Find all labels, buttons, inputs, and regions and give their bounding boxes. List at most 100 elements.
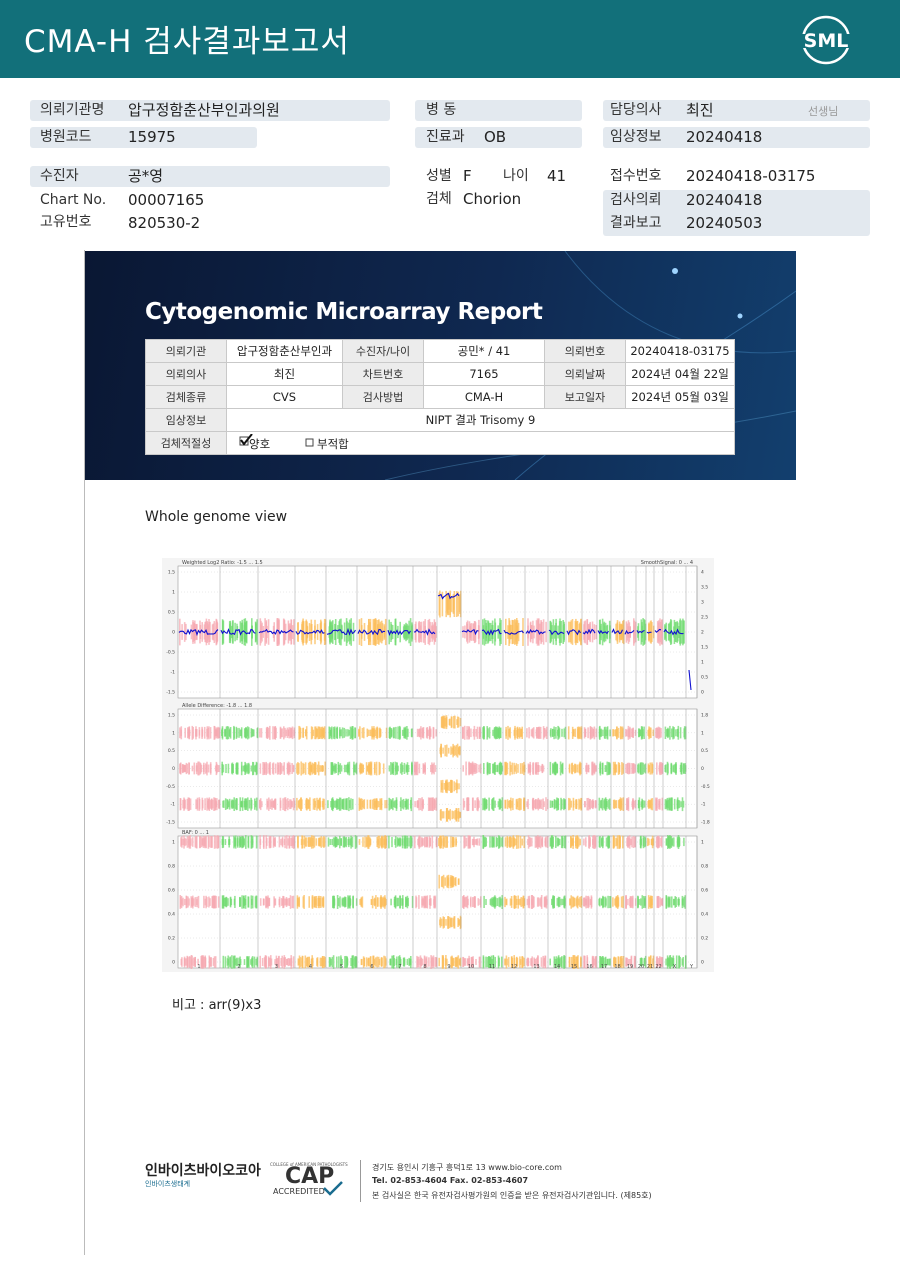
signal-noise: [272, 762, 275, 775]
info-label: 의뢰기관명: [40, 102, 105, 118]
signal-noise: [297, 958, 300, 966]
smooth-signal: [548, 629, 565, 636]
signal-noise: [650, 838, 653, 846]
signal-noise: [270, 955, 272, 969]
signal-noise: [507, 725, 509, 740]
signal-noise: [216, 623, 219, 641]
signal-noise: [351, 727, 354, 738]
signal-noise: [438, 874, 440, 889]
signal-noise: [359, 799, 362, 810]
info-label: 접수번호: [610, 168, 662, 184]
signal-noise: [553, 799, 556, 809]
panel-label: BAF: 0 ... 1: [182, 830, 209, 836]
signal-noise: [371, 799, 374, 809]
signal-noise: [541, 838, 543, 846]
signal-noise: [287, 729, 290, 736]
signal-noise: [289, 728, 292, 738]
signal-noise: [458, 959, 461, 965]
signal-noise: [373, 726, 375, 740]
signal-noise: [423, 765, 425, 772]
signal-noise: [634, 764, 636, 773]
signal-noise: [488, 797, 490, 811]
signal-noise: [392, 798, 394, 811]
signal-noise: [276, 762, 279, 775]
signal-noise: [509, 761, 511, 776]
signal-noise: [651, 798, 654, 811]
signal-noise: [472, 623, 474, 641]
signal-noise: [632, 895, 634, 909]
signal-noise: [254, 896, 257, 908]
signal-noise: [454, 715, 456, 729]
signal-noise: [630, 956, 633, 968]
signal-noise: [571, 838, 573, 846]
signal-noise: [551, 835, 554, 849]
signal-noise: [213, 956, 216, 968]
signal-noise: [576, 764, 579, 773]
signal-noise: [644, 763, 647, 774]
signal-noise: [593, 726, 596, 740]
signal-noise: [447, 877, 450, 886]
signal-noise: [459, 590, 462, 618]
signal-noise: [440, 876, 443, 887]
signal-noise: [331, 797, 334, 812]
info-bar: [603, 127, 870, 148]
signal-noise: [397, 765, 399, 772]
signal-noise: [255, 622, 257, 642]
signal-noise: [500, 762, 503, 775]
signal-noise: [238, 727, 240, 738]
signal-noise: [450, 779, 453, 793]
signal-noise: [639, 958, 642, 966]
signal-noise: [273, 801, 275, 807]
signal-noise: [584, 728, 587, 737]
signal-noise: [443, 917, 445, 928]
left-tick-label: 0.5: [168, 748, 175, 754]
right-tick-label: 0.5: [701, 748, 708, 754]
header-title: CMA-H 검사결과보고서: [24, 24, 350, 60]
signal-noise: [589, 729, 592, 737]
signal-noise: [510, 624, 512, 640]
signal-noise: [504, 800, 507, 809]
signal-noise: [312, 798, 315, 810]
signal-noise: [311, 762, 314, 775]
signal-noise: [248, 764, 250, 773]
signal-noise: [344, 897, 347, 907]
signal-noise: [224, 956, 227, 968]
signal-noise: [227, 959, 230, 965]
signal-noise: [661, 762, 664, 774]
left-tick-label: 1: [172, 730, 175, 736]
signal-noise: [576, 836, 579, 848]
signal-noise: [290, 799, 292, 809]
signal-noise: [208, 955, 211, 969]
right-tick-label: 1: [701, 840, 704, 846]
checkbox-empty: [305, 438, 314, 447]
signal-noise: [310, 765, 313, 772]
signal-noise: [451, 747, 453, 754]
signal-noise: [363, 623, 366, 641]
signal-noise: [361, 801, 364, 808]
signal-noise: [545, 899, 548, 905]
signal-noise: [282, 896, 285, 908]
signal-noise: [347, 838, 350, 846]
signal-noise: [283, 762, 285, 775]
signal-noise: [532, 800, 534, 809]
signal-noise: [239, 959, 242, 965]
signal-noise: [603, 896, 605, 908]
signal-noise: [371, 728, 374, 738]
signal-noise: [682, 763, 685, 774]
signal-noise: [482, 625, 485, 639]
signal-noise: [505, 898, 508, 906]
signal-noise: [622, 797, 625, 811]
info-bar: [415, 127, 582, 148]
signal-noise: [274, 798, 277, 810]
signal-noise: [494, 762, 496, 775]
signal-noise: [514, 895, 516, 909]
signal-noise: [649, 895, 652, 909]
signal-noise: [504, 896, 506, 908]
signal-noise: [633, 958, 636, 966]
signal-noise: [638, 800, 640, 808]
signal-noise: [511, 800, 513, 808]
signal-noise: [264, 618, 266, 646]
signal-noise: [675, 955, 678, 969]
signal-noise: [452, 958, 454, 966]
signal-noise: [641, 801, 644, 808]
